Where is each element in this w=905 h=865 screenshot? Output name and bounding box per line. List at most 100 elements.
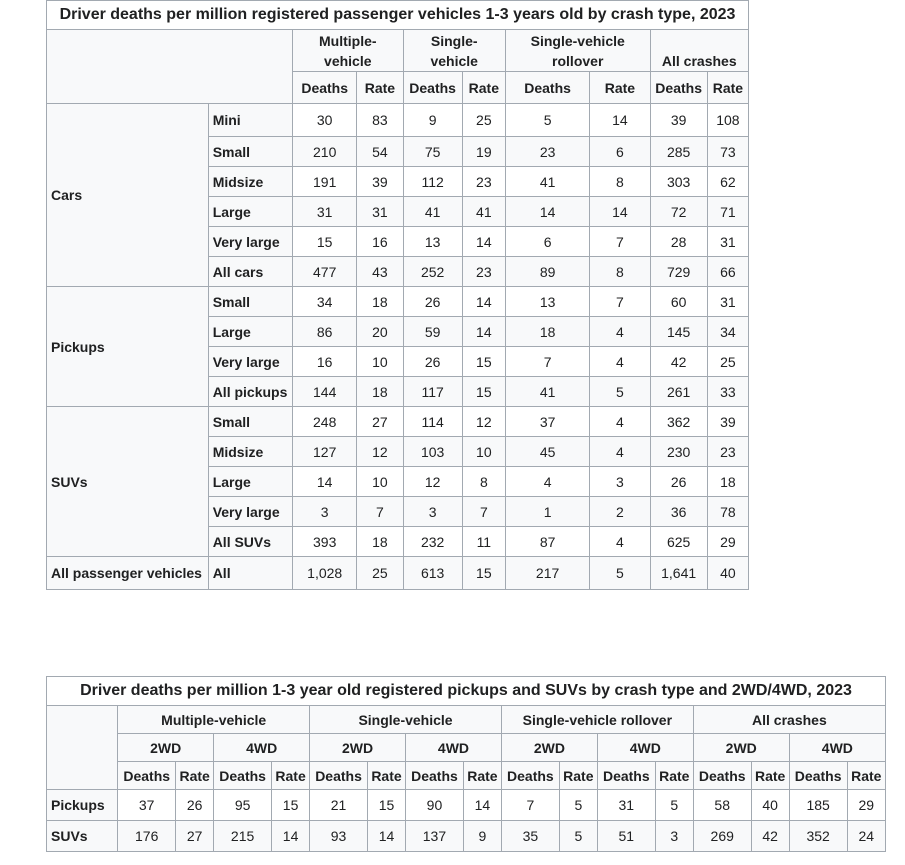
deaths-cell: 41 bbox=[504, 376, 591, 407]
row-label: Small bbox=[207, 136, 294, 167]
rate-cell: 54 bbox=[356, 136, 404, 167]
group-header: Multiple-vehicle bbox=[117, 705, 311, 734]
rate-cell: 4 bbox=[589, 406, 651, 437]
rate-cell: 23 bbox=[461, 256, 506, 287]
rate-cell: 31 bbox=[356, 196, 404, 227]
rate-cell: 3 bbox=[654, 820, 694, 852]
deaths-cell: 45 bbox=[504, 436, 591, 467]
drive-header: 2WD bbox=[500, 733, 598, 762]
table-row: Cars Mini 30 83 9 25 5 14 39 108 bbox=[46, 103, 750, 287]
rate-cell: 24 bbox=[846, 820, 887, 852]
rate-cell: 14 bbox=[366, 820, 407, 852]
row-label: Large bbox=[207, 466, 294, 497]
deaths-cell: 26 bbox=[649, 466, 708, 497]
deaths-cell: 1 bbox=[504, 496, 591, 527]
deaths-cell: 4 bbox=[504, 466, 591, 497]
deaths-header: Deaths bbox=[213, 761, 273, 790]
rate-cell: 12 bbox=[461, 406, 506, 437]
deaths-header: Deaths bbox=[649, 71, 708, 104]
table-row: Very large 3 7 3 7 1 2 36 78 bbox=[47, 496, 750, 527]
rate-cell: 23 bbox=[706, 436, 750, 467]
table-row: Large 86 20 59 14 18 4 145 34 bbox=[47, 316, 750, 347]
deaths-cell: 14 bbox=[504, 196, 591, 227]
table-row: Small 210 54 75 19 23 6 285 73 bbox=[47, 136, 750, 167]
deaths-cell: 35 bbox=[500, 820, 560, 852]
rate-cell: 8 bbox=[461, 466, 506, 497]
deaths-cell: 6 bbox=[504, 226, 591, 257]
deaths-cell: 176 bbox=[117, 820, 177, 852]
deaths-cell: 42 bbox=[649, 346, 708, 377]
deaths-header: Deaths bbox=[504, 71, 591, 104]
drive-header: 4WD bbox=[596, 733, 694, 762]
deaths-cell: 41 bbox=[504, 166, 591, 197]
deaths-cell: 393 bbox=[292, 526, 358, 557]
group-header: Single-vehicle bbox=[309, 705, 502, 734]
table-row: SUVs 176 27 215 14 93 14 137 9 35 5 51 3 269 42 352 24 bbox=[45, 820, 887, 852]
deaths-cell: 117 bbox=[402, 376, 463, 407]
deaths-cell: 7 bbox=[500, 789, 560, 821]
corner-header bbox=[45, 29, 294, 104]
rate-cell: 34 bbox=[706, 316, 750, 347]
rate-cell: 8 bbox=[589, 256, 651, 287]
drive-header: 4WD bbox=[213, 733, 311, 762]
table-row: Pickups 37 26 95 15 21 15 90 14 7 5 31 5 58 40 185 29 bbox=[45, 789, 887, 821]
deaths-cell: 75 bbox=[402, 136, 463, 167]
rate-cell: 29 bbox=[706, 526, 750, 557]
deaths-cell: 5 bbox=[504, 103, 591, 137]
row-label: Large bbox=[207, 316, 294, 347]
row-label: All cars bbox=[207, 256, 294, 287]
rate-cell: 42 bbox=[750, 820, 790, 852]
rate-cell: 4 bbox=[589, 316, 651, 347]
corner-header bbox=[45, 705, 119, 790]
deaths-cell: 352 bbox=[788, 820, 848, 852]
deaths-header: Deaths bbox=[402, 71, 463, 104]
rate-cell: 108 bbox=[706, 103, 750, 137]
rate-cell: 18 bbox=[706, 466, 750, 497]
table-row: All passenger vehicles All 1,028 25 613 15 217… bbox=[46, 556, 750, 590]
row-label: All pickups bbox=[207, 376, 294, 407]
row-label: Small bbox=[207, 286, 294, 317]
rate-cell: 5 bbox=[589, 376, 651, 407]
rate-cell: 43 bbox=[356, 256, 404, 287]
table-row: Pickups Small 34 18 26 14 13 7 60 31 bbox=[46, 286, 750, 407]
row-label: Midsize bbox=[207, 166, 294, 197]
rate-cell: 18 bbox=[356, 376, 404, 407]
row-label: All bbox=[207, 556, 294, 590]
deaths-cell: 215 bbox=[213, 820, 273, 852]
deaths-cell: 112 bbox=[402, 166, 463, 197]
deaths-cell: 185 bbox=[788, 789, 848, 821]
deaths-cell: 625 bbox=[649, 526, 708, 557]
deaths-cell: 13 bbox=[402, 226, 463, 257]
deaths-cell: 230 bbox=[649, 436, 708, 467]
row-label: All SUVs bbox=[207, 526, 294, 557]
deaths-cell: 103 bbox=[402, 436, 463, 467]
rate-cell: 41 bbox=[461, 196, 506, 227]
table-row: Very large 15 16 13 14 6 7 28 31 bbox=[47, 226, 750, 257]
rate-cell: 10 bbox=[356, 466, 404, 497]
rate-cell: 7 bbox=[461, 496, 506, 527]
table-row: SUVs Small 248 27 114 12 37 4 362 39 bbox=[46, 406, 750, 557]
rate-header: Rate bbox=[654, 761, 694, 790]
deaths-cell: 477 bbox=[292, 256, 358, 287]
rate-cell: 14 bbox=[462, 789, 502, 821]
deaths-cell: 191 bbox=[292, 166, 358, 197]
deaths-cell: 729 bbox=[649, 256, 708, 287]
deaths-cell: 9 bbox=[402, 103, 463, 137]
rate-header: Rate bbox=[462, 761, 502, 790]
deaths-cell: 210 bbox=[292, 136, 358, 167]
deaths-cell: 269 bbox=[692, 820, 752, 852]
rate-cell: 10 bbox=[356, 346, 404, 377]
table-row: Large 31 31 41 41 14 14 72 71 bbox=[47, 196, 750, 227]
rate-cell: 9 bbox=[462, 820, 502, 852]
section-label: SUVs bbox=[46, 406, 209, 557]
rate-cell: 12 bbox=[356, 436, 404, 467]
rate-cell: 25 bbox=[706, 346, 750, 377]
deaths-cell: 30 bbox=[292, 103, 358, 137]
rate-header: Rate bbox=[356, 71, 404, 104]
rate-cell: 7 bbox=[589, 286, 651, 317]
deaths-header: Deaths bbox=[292, 71, 358, 104]
deaths-cell: 127 bbox=[292, 436, 358, 467]
rate-cell: 3 bbox=[589, 466, 651, 497]
deaths-cell: 86 bbox=[292, 316, 358, 347]
row-label: Large bbox=[207, 196, 294, 227]
